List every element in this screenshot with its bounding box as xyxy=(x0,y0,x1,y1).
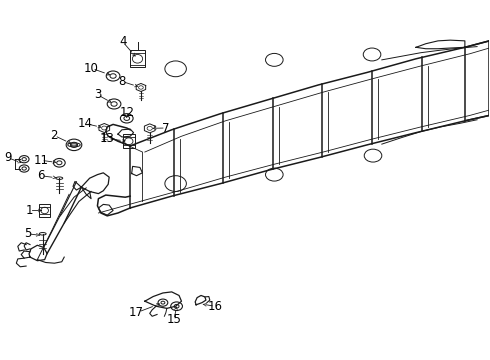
Text: 9: 9 xyxy=(4,151,12,164)
Text: 14: 14 xyxy=(77,117,92,130)
Text: 13: 13 xyxy=(100,132,115,145)
Text: 11: 11 xyxy=(33,154,48,167)
Text: 8: 8 xyxy=(118,75,125,88)
Text: 10: 10 xyxy=(84,62,98,75)
Text: 15: 15 xyxy=(167,312,182,326)
Text: 3: 3 xyxy=(94,88,101,101)
Text: 6: 6 xyxy=(37,169,45,182)
Text: 1: 1 xyxy=(25,204,33,217)
Text: 2: 2 xyxy=(49,129,57,142)
Text: 17: 17 xyxy=(129,306,144,319)
Bar xyxy=(130,50,145,67)
Bar xyxy=(122,134,135,148)
Text: 16: 16 xyxy=(207,300,222,313)
Text: 12: 12 xyxy=(119,106,134,119)
Bar xyxy=(39,204,50,217)
Text: 5: 5 xyxy=(24,227,31,240)
Text: 4: 4 xyxy=(119,35,126,49)
Text: 7: 7 xyxy=(162,122,170,135)
